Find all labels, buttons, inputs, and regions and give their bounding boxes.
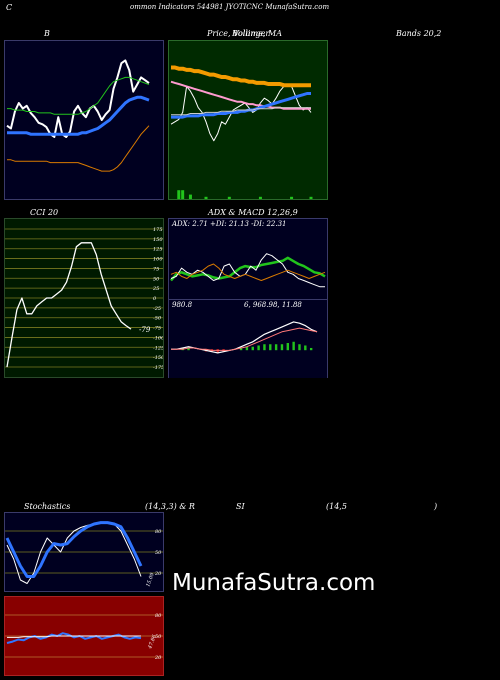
macd-histogram-bar: [280, 344, 284, 351]
macd-histogram-bar: [257, 345, 260, 351]
price-volume-panel: [168, 40, 328, 200]
rsi-tick-label: 80: [155, 613, 162, 619]
stochastics-panel: 80 50 20 15.09: [4, 512, 164, 592]
adx-values-label: ADX: 2.71 +DI: 21.13 -DI: 22.31: [172, 220, 287, 228]
series-cci-line: [6, 242, 132, 368]
bollinger-label: B: [44, 29, 50, 38]
series-minus_di-line: [170, 263, 326, 281]
macd-histogram-bar: [298, 344, 301, 351]
macd-histogram-bar: [239, 347, 243, 351]
cci-label: CCI 20: [30, 208, 59, 217]
macd-histogram-bar: [269, 344, 272, 351]
rsi-tick-label: 20: [154, 655, 162, 661]
series-adx-line: [170, 256, 326, 282]
stochastics-tick-label: 80: [155, 529, 162, 535]
macd-background: [169, 300, 327, 378]
cci-tick-label: 50: [153, 276, 160, 282]
volume-bar: [204, 196, 208, 199]
series-ma_blue-line: [171, 92, 311, 119]
price-bollinger-overlap-label: Bollinger: [232, 29, 270, 38]
series-lower-line: [7, 125, 150, 172]
macd-histogram-bar: [245, 346, 249, 351]
price-volume-label: Price, Volume, MA: [207, 29, 283, 38]
rsi-panel: 80 50 20 47.86: [4, 596, 164, 676]
cci-tick-label: -75: [153, 326, 161, 332]
volume-bar: [181, 190, 185, 199]
macd-values-b-label: 6, 968.98, 11.88: [244, 301, 302, 309]
series-price-line: [6, 59, 150, 138]
header-c-label: C: [6, 3, 13, 12]
rsi-label-b: (14,5: [326, 502, 347, 511]
macd-values-a-label: 980.8: [172, 301, 193, 309]
macd-histogram-bar: [304, 345, 307, 351]
cci-tick-label: -25: [153, 306, 161, 312]
series-signal-line: [171, 327, 318, 351]
series-rsi-line: [6, 632, 142, 644]
cci-tick-label: 175: [153, 227, 163, 233]
series-k-line: [6, 522, 142, 584]
cci-tick-label: -125: [153, 345, 163, 351]
adx-macd-divider: [169, 299, 327, 300]
bollinger-chart: [5, 41, 163, 199]
series-ma_white2-line: [171, 107, 311, 116]
volume-bar: [290, 196, 294, 199]
cci-tick-label: 100: [153, 257, 163, 263]
adx-chart: [169, 219, 327, 299]
rsi-label-c: ): [434, 502, 438, 511]
cci-last-value-label: -79: [139, 326, 151, 334]
bollinger-panel: [4, 40, 164, 200]
stochastics-tick-label: 50: [155, 550, 162, 556]
series-plus_di-line: [170, 253, 325, 288]
volume-bar: [188, 194, 192, 199]
volume-bar: [309, 196, 313, 199]
header-title: ommon Indicators 544981 JYOTICNC MunafaS…: [130, 3, 330, 11]
macd-chart: [169, 300, 327, 378]
price-background: [169, 41, 327, 199]
volume-bar: [258, 196, 262, 199]
rsi-tick-label: 50: [155, 634, 162, 640]
adx-macd-label: ADX & MACD 12,26,9: [208, 208, 298, 217]
cci-tick-label: 75: [153, 266, 159, 272]
series-d-line: [5, 521, 143, 578]
cci-tick-label: -175: [153, 365, 163, 371]
macd-histogram-bar: [309, 347, 313, 351]
macd-histogram-bar: [292, 341, 295, 351]
cci-panel: 175 150 125 100 75 50 25 0 -25 -50 -75 -100 -125 -150…: [4, 218, 164, 378]
series-upper-line: [7, 76, 150, 115]
cci-tick-label: 0: [153, 296, 157, 302]
volume-bar: [177, 190, 181, 199]
macd-histogram-bar: [187, 347, 190, 351]
cci-tick-label: -50: [153, 316, 162, 322]
series-ma_orange-line: [171, 65, 311, 88]
rsi-last-value-label: 47.86: [147, 633, 158, 650]
cci-tick-label: -100: [153, 335, 163, 341]
volume-bar: [227, 196, 231, 199]
bands-label: Bands 20,2: [396, 29, 442, 38]
watermark: MunafaSutra.com: [172, 570, 376, 596]
stochastics-last-value-label: 15.09: [145, 571, 156, 587]
stochastics-label: Stochastics: [24, 502, 71, 511]
cci-tick-label: 25: [152, 286, 159, 292]
rsi-label-a: SI: [236, 502, 245, 511]
macd-histogram-bar: [216, 349, 219, 353]
cci-chart: 175 150 125 100 75 50 25 0 -25 -50 -75 -100 -125 -150…: [5, 219, 163, 377]
series-ma_pink-line: [170, 80, 311, 110]
adx-background: [169, 219, 327, 299]
macd-histogram-bar: [251, 346, 254, 351]
bollinger-background: [5, 41, 163, 199]
macd-histogram-bar: [263, 344, 266, 351]
price-volume-chart: [169, 41, 327, 199]
rsi-chart: 80 50 20 47.86: [5, 597, 163, 675]
macd-histogram-bar: [274, 344, 278, 351]
cci-tick-label: 150: [153, 237, 163, 243]
adx-macd-panel: ADX: 2.71 +DI: 21.13 -DI: 22.31 980.8 6,…: [168, 218, 328, 378]
series-rsi_ma-line: [7, 635, 141, 638]
cci-tick-label: -150: [153, 355, 163, 361]
macd-histogram-bar: [286, 343, 289, 351]
stochastics-tick-label: 20: [154, 571, 162, 577]
series-middle-line: [7, 95, 150, 136]
cci-tick-label: 125: [153, 247, 163, 253]
stochastics-params-label: (14,3,3) & R: [145, 502, 195, 511]
